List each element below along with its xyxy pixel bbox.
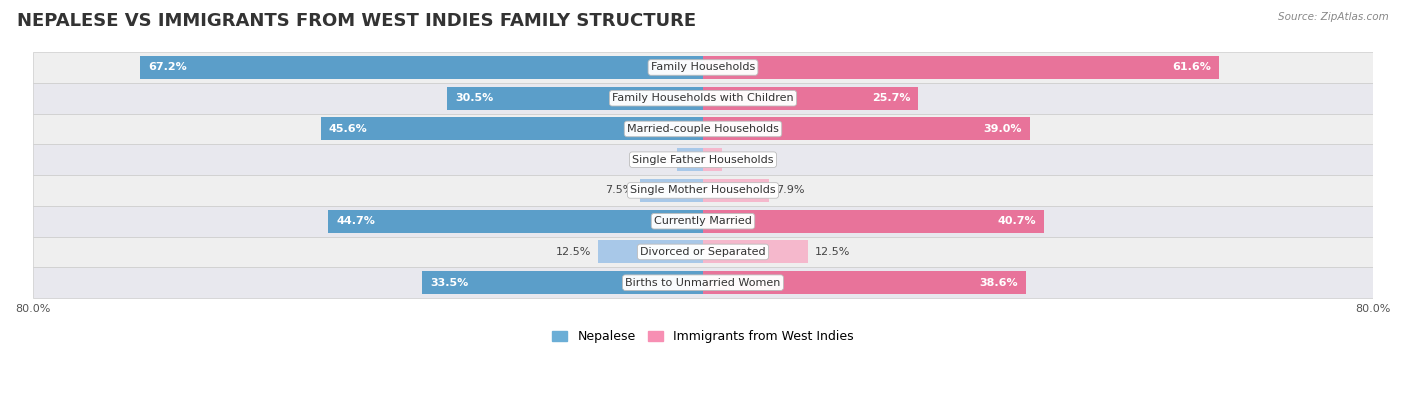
Bar <box>32 267 1374 298</box>
Bar <box>640 179 703 202</box>
Text: 3.1%: 3.1% <box>643 155 671 165</box>
Bar <box>32 83 1374 114</box>
Text: Single Father Households: Single Father Households <box>633 155 773 165</box>
Bar <box>32 175 1374 206</box>
Text: Currently Married: Currently Married <box>654 216 752 226</box>
Bar <box>32 144 1374 175</box>
Bar <box>32 52 1374 83</box>
Bar <box>703 271 1026 294</box>
Legend: Nepalese, Immigrants from West Indies: Nepalese, Immigrants from West Indies <box>547 325 859 348</box>
Text: 12.5%: 12.5% <box>557 247 592 257</box>
Text: 12.5%: 12.5% <box>814 247 849 257</box>
Text: 67.2%: 67.2% <box>148 62 187 72</box>
Bar <box>678 148 703 171</box>
Text: Married-couple Households: Married-couple Households <box>627 124 779 134</box>
Bar <box>32 237 1374 267</box>
Text: Family Households: Family Households <box>651 62 755 72</box>
Text: 33.5%: 33.5% <box>430 278 468 288</box>
Bar <box>703 179 769 202</box>
Bar <box>447 87 703 110</box>
Text: Births to Unmarried Women: Births to Unmarried Women <box>626 278 780 288</box>
Bar <box>703 210 1045 233</box>
Bar <box>703 148 723 171</box>
Bar <box>141 56 703 79</box>
Text: 44.7%: 44.7% <box>336 216 375 226</box>
Text: 61.6%: 61.6% <box>1173 62 1211 72</box>
Text: Source: ZipAtlas.com: Source: ZipAtlas.com <box>1278 12 1389 22</box>
Text: 45.6%: 45.6% <box>329 124 368 134</box>
Bar <box>703 241 807 263</box>
Bar <box>599 241 703 263</box>
Text: 25.7%: 25.7% <box>872 93 910 103</box>
Text: 30.5%: 30.5% <box>456 93 494 103</box>
Bar <box>703 117 1029 141</box>
Text: Family Households with Children: Family Households with Children <box>612 93 794 103</box>
Text: 7.5%: 7.5% <box>605 185 634 196</box>
Bar <box>321 117 703 141</box>
Text: Divorced or Separated: Divorced or Separated <box>640 247 766 257</box>
Bar <box>32 206 1374 237</box>
Text: 7.9%: 7.9% <box>776 185 804 196</box>
Bar <box>422 271 703 294</box>
Text: 2.3%: 2.3% <box>728 155 758 165</box>
Text: 40.7%: 40.7% <box>997 216 1036 226</box>
Text: NEPALESE VS IMMIGRANTS FROM WEST INDIES FAMILY STRUCTURE: NEPALESE VS IMMIGRANTS FROM WEST INDIES … <box>17 12 696 30</box>
Text: 38.6%: 38.6% <box>980 278 1018 288</box>
Text: Single Mother Households: Single Mother Households <box>630 185 776 196</box>
Bar <box>703 87 918 110</box>
Text: 39.0%: 39.0% <box>983 124 1022 134</box>
Bar <box>32 114 1374 144</box>
Bar <box>329 210 703 233</box>
Bar <box>703 56 1219 79</box>
